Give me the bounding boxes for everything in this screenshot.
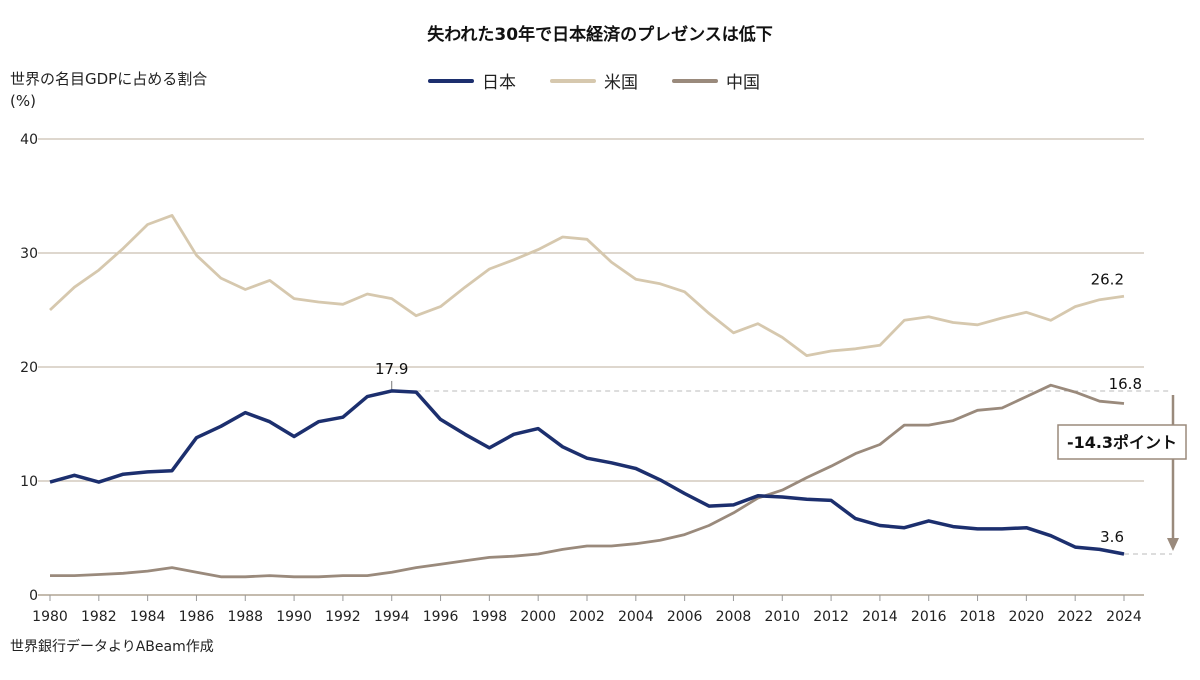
y-axis-label: 世界の名目GDPに占める割合 (%) (10, 68, 207, 112)
data-label: 16.8 (1109, 375, 1142, 393)
x-tick-label: 2020 (1009, 609, 1045, 625)
x-tick-label: 1984 (130, 609, 166, 625)
series-line-us (49, 214, 1125, 357)
x-tick-label: 1992 (325, 609, 361, 625)
x-tick-label: 2024 (1106, 609, 1142, 625)
x-tick-label: 2022 (1057, 609, 1093, 625)
legend-swatch (428, 78, 474, 83)
x-tick-label: 1990 (276, 609, 312, 625)
difference-box (1057, 424, 1187, 460)
x-tick-label: 2014 (862, 609, 898, 625)
x-tick-label: 2008 (716, 609, 752, 625)
y-axis-title: 世界の名目GDPに占める割合 (10, 70, 208, 88)
x-tick-label: 1998 (472, 609, 508, 625)
legend-label: 日本 (482, 73, 516, 93)
x-tick-label: 1986 (179, 609, 215, 625)
x-tick-label: 2002 (569, 609, 605, 625)
difference-label: -14.3ポイント (1067, 433, 1177, 452)
x-tick-label: 2012 (813, 609, 849, 625)
y-tick-label: 30 (20, 246, 38, 262)
legend-label: 中国 (726, 73, 760, 93)
y-tick-label: 40 (20, 132, 38, 148)
x-tick-label: 2000 (520, 609, 556, 625)
arrow-head-icon (1167, 537, 1179, 551)
y-tick-label: 20 (20, 360, 38, 376)
legend-item-china: 中国 (672, 68, 760, 93)
legend: 日本 米国 中国 (428, 68, 760, 93)
x-tick-label: 2004 (618, 609, 654, 625)
source-note: 世界銀行データよりABeam作成 (10, 639, 214, 655)
x-tick-label: 1988 (227, 609, 263, 625)
y-tick-label: 0 (29, 588, 38, 604)
x-tick-label: 2016 (911, 609, 947, 625)
legend-item-japan: 日本 (428, 68, 516, 93)
legend-swatch (550, 78, 596, 83)
x-tick-label: 2006 (667, 609, 703, 625)
x-tick-label: 2010 (764, 609, 800, 625)
x-tick-label: 1982 (81, 609, 117, 625)
legend-swatch (672, 78, 718, 83)
x-tick-label: 2018 (960, 609, 996, 625)
series-line-japan (49, 389, 1125, 556)
y-axis-unit: (%) (10, 92, 36, 110)
x-tick-label: 1994 (374, 609, 410, 625)
data-label: 3.6 (1100, 528, 1124, 546)
data-label: 17.9 (375, 360, 408, 378)
series-line-china (50, 383, 1125, 579)
chart-title: 失われた30年で日本経済のプレゼンスは低下 (427, 25, 773, 45)
legend-item-us: 米国 (550, 68, 638, 93)
y-tick-label: 10 (20, 474, 38, 490)
x-tick-label: 1996 (423, 609, 459, 625)
x-tick-label: 1980 (32, 609, 68, 625)
legend-label: 米国 (604, 73, 638, 93)
data-label: 26.2 (1091, 270, 1124, 288)
